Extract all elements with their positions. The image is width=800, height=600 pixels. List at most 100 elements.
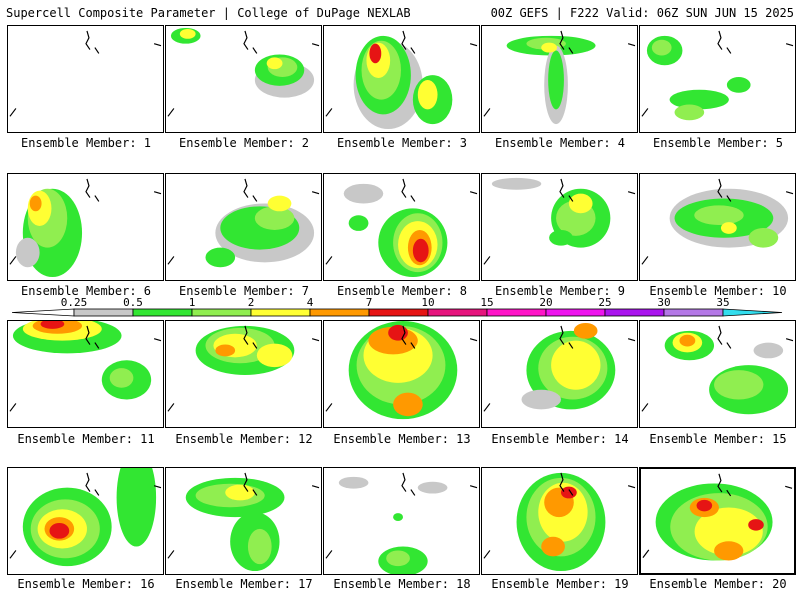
color-scale-bar: 0.25 0.5 1 2 4 7 10 15 20 25 30 35 — [12, 296, 783, 317]
coastline — [9, 325, 162, 412]
scp-contour — [720, 222, 737, 234]
scp-contour — [651, 39, 672, 56]
scp-contour — [15, 237, 40, 268]
scp-contour — [714, 370, 764, 400]
member-label: Ensemble Member: 7 — [178, 284, 310, 298]
colorbar-segment — [722, 308, 783, 317]
scp-field-map — [167, 472, 320, 572]
scp-contour — [369, 43, 382, 64]
scp-contour — [179, 28, 196, 39]
colorbar-tick-label: 2 — [248, 296, 255, 309]
scp-contour — [247, 528, 272, 565]
coastline — [483, 178, 636, 265]
colorbar-tick-label: 4 — [307, 296, 314, 309]
scp-contour — [393, 513, 403, 521]
map-panel-member-15[interactable] — [639, 320, 796, 428]
colorbar-segment — [663, 308, 724, 317]
member-label: Ensemble Member: 1 — [20, 136, 152, 150]
map-panel-member-8[interactable] — [323, 173, 480, 281]
map-panel-member-20[interactable] — [639, 467, 796, 575]
map-panel-member-10[interactable] — [639, 173, 796, 281]
scp-field-map — [9, 30, 162, 117]
scp-contour — [748, 227, 779, 248]
scp-contour — [548, 50, 564, 110]
scp-contour — [696, 499, 713, 512]
map-panel-member-14[interactable] — [481, 320, 638, 428]
member-label: Ensemble Member: 16 — [17, 577, 155, 591]
scp-field-map — [9, 468, 162, 567]
scp-field-map — [325, 472, 478, 574]
scp-contour — [225, 484, 255, 501]
scp-contour — [40, 321, 65, 329]
colorbar-tick-label: 35 — [716, 296, 729, 309]
scp-field-map — [483, 177, 636, 265]
coastline — [483, 30, 636, 117]
coastline — [642, 473, 793, 558]
scp-contour — [669, 89, 729, 110]
scp-contour — [343, 183, 384, 204]
member-label: Ensemble Member: 5 — [652, 136, 784, 150]
map-panel-member-11[interactable] — [7, 320, 164, 428]
colorbar-tick-label: 7 — [366, 296, 373, 309]
scp-contour — [573, 322, 598, 339]
map-panel-member-12[interactable] — [165, 320, 322, 428]
colorbar-tick-label: 25 — [598, 296, 611, 309]
member-label: Ensemble Member: 8 — [336, 284, 468, 298]
scp-contour — [694, 507, 763, 556]
colorbar-segment — [309, 308, 370, 317]
map-panel-member-2[interactable] — [165, 25, 322, 133]
map-panel-member-5[interactable] — [639, 25, 796, 133]
map-panel-member-13[interactable] — [323, 320, 480, 428]
colorbar-tick-label: 1 — [189, 296, 196, 309]
colorbar-segment — [250, 308, 311, 317]
member-label: Ensemble Member: 4 — [494, 136, 626, 150]
scp-contour — [266, 57, 283, 70]
member-label: Ensemble Member: 2 — [178, 136, 310, 150]
colorbar-segment — [368, 308, 429, 317]
colorbar-left-arrow — [12, 308, 75, 317]
scp-field-map — [642, 473, 793, 561]
colorbar-segment — [486, 308, 547, 317]
map-panel-member-3[interactable] — [323, 25, 480, 133]
scp-contour — [549, 229, 573, 246]
coastline — [325, 178, 478, 265]
scp-field-map — [483, 30, 636, 125]
scp-contour — [49, 522, 70, 539]
map-panel-member-4[interactable] — [481, 25, 638, 133]
scp-contour — [726, 77, 751, 93]
map-panel-member-6[interactable] — [7, 173, 164, 281]
colorbar-tick-label: 20 — [539, 296, 552, 309]
scp-field-map — [9, 178, 162, 278]
colorbar-segment — [132, 308, 193, 317]
scp-contour — [417, 481, 448, 494]
colorbar-tick-label: 10 — [421, 296, 434, 309]
coastline — [325, 325, 478, 412]
colorbar-tick-label: 30 — [657, 296, 670, 309]
coastline — [483, 325, 636, 412]
member-label: Ensemble Member: 18 — [333, 577, 471, 591]
scp-contour — [116, 468, 157, 547]
scp-contour — [29, 195, 42, 212]
coastline — [167, 30, 320, 117]
colorbar-segment — [73, 308, 134, 317]
scp-contour — [338, 476, 369, 489]
map-panel-member-18[interactable] — [323, 467, 480, 575]
scp-field-map — [167, 27, 320, 117]
colorbar-segment — [427, 308, 488, 317]
map-panel-member-19[interactable] — [481, 467, 638, 575]
map-panel-member-16[interactable] — [7, 467, 164, 575]
scp-contour — [393, 392, 423, 417]
scp-field-map — [325, 321, 478, 420]
scp-field-map — [167, 178, 320, 268]
scp-field-map — [325, 30, 478, 130]
scp-field-map — [641, 325, 794, 415]
map-panel-member-9[interactable] — [481, 173, 638, 281]
map-panel-member-7[interactable] — [165, 173, 322, 281]
scp-contour — [491, 177, 542, 190]
scp-contour — [694, 205, 744, 226]
map-panel-member-1[interactable] — [7, 25, 164, 133]
map-panel-member-17[interactable] — [165, 467, 322, 575]
colorbar-segment — [191, 308, 252, 317]
coastline — [641, 325, 794, 412]
scp-field-map — [325, 178, 478, 278]
